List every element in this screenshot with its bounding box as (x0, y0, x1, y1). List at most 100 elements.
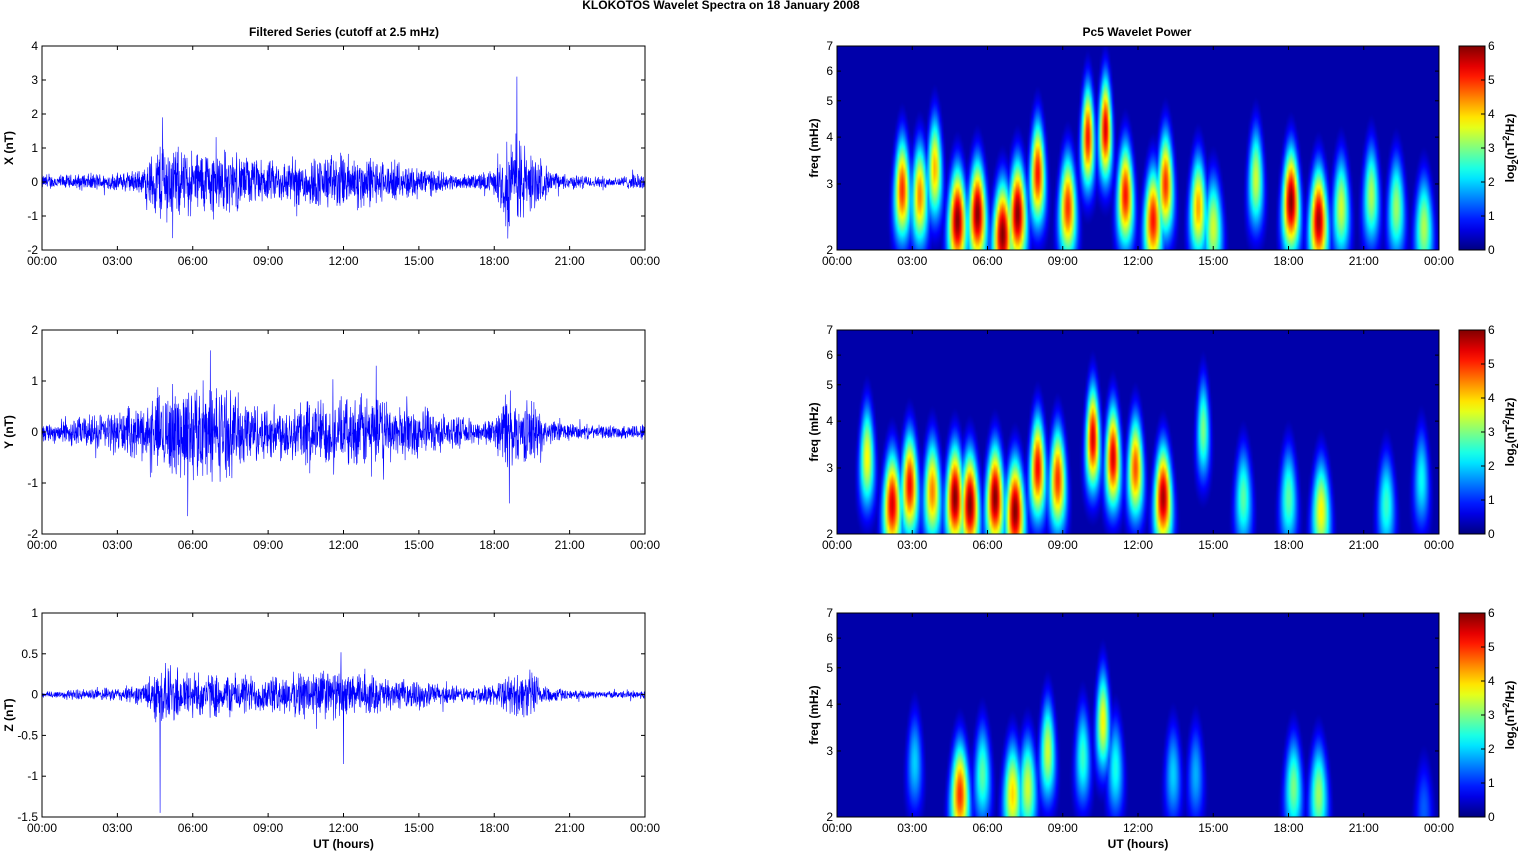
x-tick-label: 18:00 (1273, 821, 1303, 835)
y-tick-label: 2 (826, 810, 833, 824)
colorbar-tick-label: 4 (1488, 391, 1495, 405)
trace-line-x (41, 76, 646, 239)
y-tick-label: 0 (31, 425, 38, 439)
x-tick-label: 21:00 (1349, 821, 1379, 835)
colorbar-tick-label: 0 (1488, 810, 1495, 824)
colorbar-label-part: log (1503, 448, 1517, 466)
x-tick-label: 03:00 (102, 538, 132, 552)
colorbar-label-part: /Hz) (1503, 114, 1517, 136)
colorbar-label: log2(nT2/Hz) (1501, 114, 1520, 183)
colorbar-tick-label: 3 (1488, 708, 1495, 722)
x-tick-label: 12:00 (1123, 254, 1153, 268)
colorbar-label-part: (nT (1503, 140, 1517, 159)
x-tick-label: 06:00 (178, 821, 208, 835)
colorbar-tick-label: 0 (1488, 243, 1495, 257)
plot-frame (41, 45, 646, 251)
x-tick-label: 06:00 (972, 538, 1002, 552)
y-tick-label: 1 (31, 141, 38, 155)
y-tick-label: 2 (31, 323, 38, 337)
y-axis-label: Z (nT) (2, 698, 16, 731)
x-tick-label: 15:00 (1198, 538, 1228, 552)
y-tick-label: 7 (826, 606, 833, 620)
colorbar-tick-label: 2 (1488, 459, 1495, 473)
colorbar-label-part: (nT (1503, 707, 1517, 726)
trace-line-z (41, 652, 646, 813)
y-tick-label: 6 (826, 64, 833, 78)
colorbar (1458, 612, 1486, 818)
colorbar-label: log2(nT2/Hz) (1501, 681, 1520, 750)
x-tick-label: 00:00 (1424, 821, 1454, 835)
x-tick-label: 15:00 (1198, 254, 1228, 268)
x-tick-label: 15:00 (1198, 821, 1228, 835)
x-tick-label: 00:00 (822, 254, 852, 268)
y-axis-label: X (nT) (2, 131, 16, 165)
x-tick-label: 00:00 (630, 254, 660, 268)
x-tick-label: 21:00 (555, 254, 585, 268)
x-tick-label: 06:00 (178, 538, 208, 552)
colorbar-tick-label: 4 (1488, 674, 1495, 688)
x-axis-label: UT (hours) (1108, 837, 1169, 851)
x-tick-label: 15:00 (404, 254, 434, 268)
x-tick-label: 00:00 (27, 821, 57, 835)
left-column-title: Filtered Series (cutoff at 2.5 mHz) (249, 25, 439, 39)
y-tick-label: 0 (31, 175, 38, 189)
y-tick-label: 6 (826, 631, 833, 645)
colorbar-label-sup: 2 (1501, 703, 1511, 708)
x-tick-label: 03:00 (102, 254, 132, 268)
colorbar-label-sub: 2 (1510, 159, 1520, 164)
colorbar-label-part: /Hz) (1503, 398, 1517, 420)
x-tick-label: 00:00 (27, 254, 57, 268)
x-tick-label: 12:00 (1123, 821, 1153, 835)
x-tick-label: 09:00 (1048, 821, 1078, 835)
colorbar-tick-label: 5 (1488, 640, 1495, 654)
colorbar-label-sup: 2 (1501, 420, 1511, 425)
trace-line-y (41, 350, 646, 517)
x-tick-label: 12:00 (1123, 538, 1153, 552)
colorbar-tick-label: 6 (1488, 323, 1495, 337)
x-tick-label: 00:00 (822, 538, 852, 552)
y-tick-label: 7 (826, 39, 833, 53)
x-tick-label: 03:00 (897, 254, 927, 268)
colorbar-label-part: log (1503, 164, 1517, 182)
x-tick-label: 06:00 (972, 254, 1002, 268)
colorbar-tick-label: 2 (1488, 175, 1495, 189)
colorbar-tick-label: 6 (1488, 39, 1495, 53)
x-tick-label: 21:00 (1349, 254, 1379, 268)
wavelet-power-heatmap (837, 46, 1439, 250)
x-tick-label: 09:00 (253, 538, 283, 552)
x-tick-label: 00:00 (1424, 254, 1454, 268)
x-tick-label: 00:00 (630, 538, 660, 552)
x-tick-label: 06:00 (178, 254, 208, 268)
x-tick-label: 18:00 (1273, 538, 1303, 552)
colorbar-label-sub: 2 (1510, 443, 1520, 448)
y-tick-label: 5 (826, 94, 833, 108)
wavelet-panel-x: 2 3 4 5 6 7 00:00 03:00 06:00 09:00 12:00 15:00 18:0… (807, 39, 1520, 268)
colorbar-tick-label: 1 (1488, 776, 1495, 790)
y-tick-label: -1 (27, 769, 38, 783)
x-tick-label: 12:00 (328, 538, 358, 552)
wavelet-panel-y: 2 3 4 5 6 7 00:00 03:00 06:00 09:00 12:00 15:00 18:0… (807, 323, 1520, 552)
wavelet-power-heatmap (837, 613, 1439, 817)
y-tick-label: 2 (31, 107, 38, 121)
y-tick-label: 3 (826, 177, 833, 191)
x-tick-label: 09:00 (1048, 254, 1078, 268)
x-tick-label: 09:00 (1048, 538, 1078, 552)
x-tick-label: 03:00 (102, 821, 132, 835)
x-tick-label: 18:00 (1273, 254, 1303, 268)
right-column-title: Pc5 Wavelet Power (1083, 25, 1192, 39)
x-tick-label: 21:00 (555, 538, 585, 552)
y-tick-label: 5 (826, 661, 833, 675)
colorbar-tick-label: 0 (1488, 527, 1495, 541)
freq-axis-label: freq (mHz) (807, 118, 821, 177)
y-tick-label: 4 (826, 414, 833, 428)
y-tick-label: 1 (31, 374, 38, 388)
y-tick-label: 6 (826, 348, 833, 362)
series-panel-x: -2 -1 0 1 2 3 4 00:00 03:00 06:00 09:00 12:00 15:00 1… (2, 39, 660, 268)
colorbar-label-part: log (1503, 731, 1517, 749)
freq-axis-label: freq (mHz) (807, 685, 821, 744)
y-tick-label: 5 (826, 378, 833, 392)
colorbar (1458, 45, 1486, 251)
x-tick-label: 03:00 (897, 821, 927, 835)
x-tick-label: 21:00 (555, 821, 585, 835)
